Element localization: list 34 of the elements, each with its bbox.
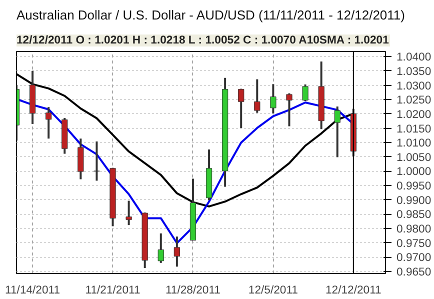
candlestick [238, 88, 244, 129]
x-tick-label: 12/5/2011 [248, 284, 298, 296]
y-tick-label: 0.9950 [396, 180, 432, 193]
candlestick [158, 232, 164, 264]
candlestick [254, 78, 260, 114]
chart-subtitle: 12/12/2011 O : 1.0201 H : 1.0218 L : 1.0052 C : 1.0070 A10SMA : 1.0201 [16, 34, 389, 46]
x-tick-label: 12/12/2011 [325, 284, 382, 296]
y-tick-label: 1.0300 [396, 80, 432, 92]
candlestick [94, 140, 100, 182]
y-tick-label: 1.0350 [396, 66, 432, 78]
y-tick-label: 0.9650 [396, 266, 432, 278]
y-tick-label: 0.9900 [396, 194, 432, 207]
candlestick [270, 83, 276, 114]
y-tick-label: 1.0050 [396, 152, 432, 164]
y-tick-label: 0.9750 [396, 238, 432, 250]
x-tick-label: 11/21/2011 [85, 284, 140, 296]
candlestick [334, 106, 340, 158]
y-tick-label: 1.0250 [396, 94, 432, 107]
x-tick-label: 11/14/2011 [5, 284, 60, 296]
chart-title: Australian Dollar / U.S. Dollar - AUD/USD (11/11/2011 - 12/12/2011) [16, 8, 405, 22]
y-tick-label: 0.9800 [396, 224, 432, 236]
y-tick-label: 1.0400 [396, 52, 432, 64]
candlestick [126, 200, 132, 226]
y-tick-label: 0.9700 [396, 252, 432, 264]
candlestick [174, 236, 180, 268]
candlestick [286, 92, 292, 128]
y-tick-label: 1.0150 [396, 123, 432, 136]
candlestick [302, 83, 308, 102]
candlestick [46, 106, 52, 140]
y-tick-label: 1.0200 [396, 108, 432, 121]
y-tick-label: 0.9850 [396, 209, 432, 222]
x-tick-label: 11/28/2011 [165, 284, 220, 296]
y-tick-label: 1.0100 [396, 138, 432, 150]
y-tick-label: 1.0000 [396, 166, 432, 178]
